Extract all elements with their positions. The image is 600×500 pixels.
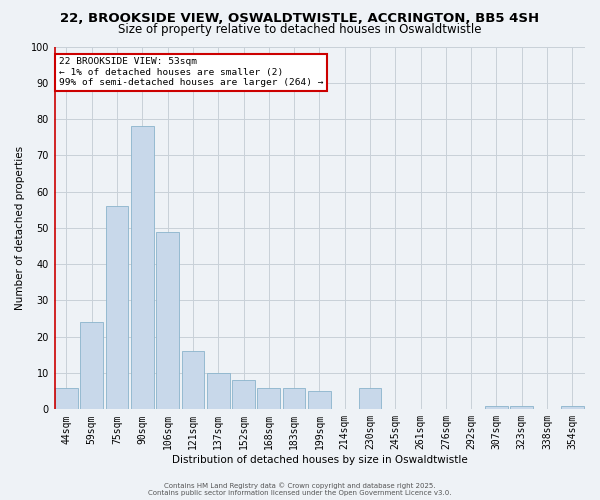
- Text: Contains public sector information licensed under the Open Government Licence v3: Contains public sector information licen…: [148, 490, 452, 496]
- Bar: [156, 232, 179, 410]
- Text: 22 BROOKSIDE VIEW: 53sqm
← 1% of detached houses are smaller (2)
99% of semi-det: 22 BROOKSIDE VIEW: 53sqm ← 1% of detache…: [59, 58, 323, 87]
- Bar: [106, 206, 128, 410]
- Bar: [511, 406, 533, 409]
- Bar: [182, 352, 205, 410]
- Bar: [257, 388, 280, 409]
- Bar: [232, 380, 255, 410]
- Y-axis label: Number of detached properties: Number of detached properties: [15, 146, 25, 310]
- Bar: [80, 322, 103, 410]
- Bar: [308, 391, 331, 409]
- Bar: [485, 406, 508, 409]
- Bar: [207, 373, 230, 410]
- Text: 22, BROOKSIDE VIEW, OSWALDTWISTLE, ACCRINGTON, BB5 4SH: 22, BROOKSIDE VIEW, OSWALDTWISTLE, ACCRI…: [61, 12, 539, 26]
- Bar: [283, 388, 305, 409]
- Text: Contains HM Land Registry data © Crown copyright and database right 2025.: Contains HM Land Registry data © Crown c…: [164, 482, 436, 489]
- X-axis label: Distribution of detached houses by size in Oswaldtwistle: Distribution of detached houses by size …: [172, 455, 467, 465]
- Bar: [359, 388, 382, 409]
- Bar: [131, 126, 154, 410]
- Bar: [561, 406, 584, 409]
- Text: Size of property relative to detached houses in Oswaldtwistle: Size of property relative to detached ho…: [118, 22, 482, 36]
- Bar: [55, 388, 78, 409]
